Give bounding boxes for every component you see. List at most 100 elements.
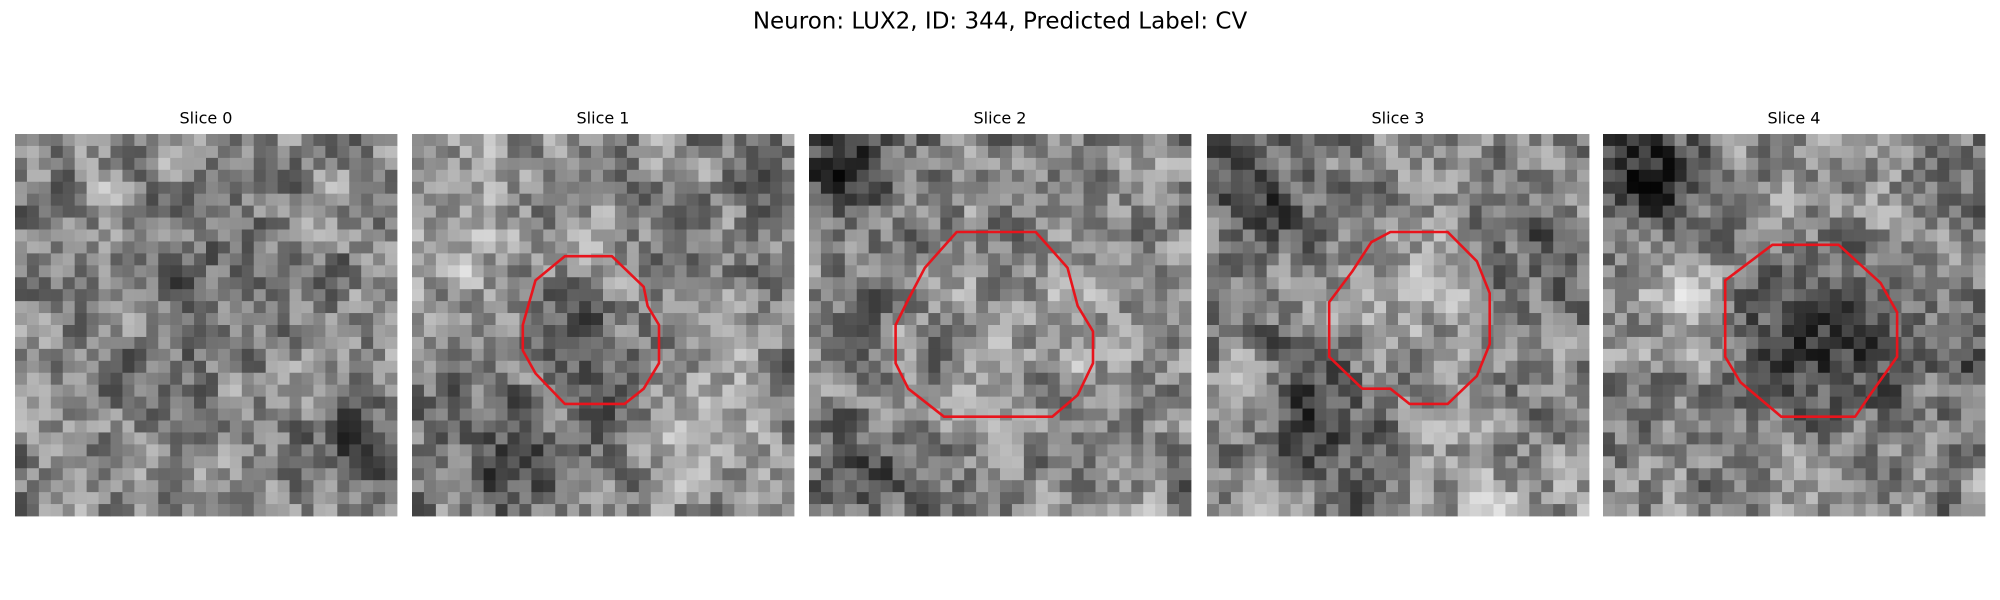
pixel xyxy=(62,169,76,183)
pixel xyxy=(241,372,255,386)
pixel xyxy=(337,277,350,290)
pixel xyxy=(1565,408,1578,421)
pixel xyxy=(591,432,604,445)
pixel xyxy=(194,181,207,195)
pixel xyxy=(1131,504,1144,517)
pixel xyxy=(98,241,111,254)
pixel xyxy=(1505,169,1518,183)
pixel xyxy=(134,432,147,445)
pixel xyxy=(313,289,326,302)
pixel xyxy=(1961,313,1974,326)
pixel xyxy=(1131,205,1144,218)
pixel xyxy=(976,325,989,338)
pixel xyxy=(770,348,783,362)
pixel xyxy=(1207,193,1220,207)
pixel xyxy=(1829,456,1843,469)
pixel xyxy=(194,169,207,183)
pixel xyxy=(38,432,52,445)
pixel xyxy=(313,468,326,481)
pixel xyxy=(62,241,76,254)
pixel xyxy=(1746,145,1759,159)
pixel xyxy=(349,396,362,409)
pixel xyxy=(217,229,231,242)
pixel xyxy=(1841,396,1855,409)
pixel xyxy=(217,336,231,350)
pixel xyxy=(964,277,977,290)
pixel xyxy=(782,157,795,171)
pixel xyxy=(170,229,183,242)
pixel xyxy=(385,468,398,481)
pixel xyxy=(74,277,88,290)
pixel xyxy=(782,420,795,433)
pixel xyxy=(301,420,314,433)
pixel xyxy=(1734,145,1747,159)
pixel xyxy=(1686,420,1699,433)
pixel xyxy=(1179,277,1192,290)
pixel xyxy=(638,205,652,218)
pixel xyxy=(122,408,135,421)
pixel xyxy=(809,241,822,254)
pixel xyxy=(1059,289,1073,302)
pixel xyxy=(1541,169,1554,183)
pixel xyxy=(349,205,362,218)
pixel xyxy=(373,265,386,278)
pixel xyxy=(614,301,628,314)
pixel xyxy=(770,277,783,290)
pixel xyxy=(868,277,882,290)
pixel xyxy=(674,504,687,517)
pixel xyxy=(471,420,485,433)
pixel xyxy=(1481,480,1494,493)
pixel xyxy=(579,456,592,469)
pixel xyxy=(579,336,592,350)
pixel xyxy=(1386,157,1399,171)
pixel xyxy=(892,277,905,290)
pixel xyxy=(567,313,580,326)
pixel xyxy=(782,241,795,254)
pixel xyxy=(567,468,580,481)
pixel xyxy=(158,145,171,159)
pixel xyxy=(1493,492,1506,505)
pixel xyxy=(158,480,171,493)
pixel xyxy=(1782,372,1795,386)
pixel xyxy=(1577,384,1590,398)
pixel xyxy=(361,444,374,457)
pixel xyxy=(1877,205,1890,218)
pixel xyxy=(325,313,338,326)
pixel xyxy=(1746,348,1759,362)
pixel xyxy=(385,444,398,457)
pixel xyxy=(194,325,207,338)
pixel xyxy=(1698,229,1711,242)
pixel xyxy=(1877,169,1890,183)
pixel xyxy=(1071,336,1084,350)
pixel xyxy=(435,265,449,278)
pixel xyxy=(182,492,195,505)
pixel xyxy=(1011,372,1025,386)
pixel xyxy=(412,313,425,326)
pixel xyxy=(591,265,604,278)
pixel xyxy=(1059,193,1073,207)
pixel xyxy=(289,468,302,481)
pixel xyxy=(916,432,929,445)
pixel xyxy=(809,396,822,409)
pixel xyxy=(15,301,28,314)
pixel xyxy=(686,277,699,290)
pixel xyxy=(1638,193,1652,207)
pixel xyxy=(1937,432,1950,445)
pixel xyxy=(1626,432,1640,445)
pixel xyxy=(746,181,759,195)
pixel xyxy=(241,313,255,326)
pixel xyxy=(1577,420,1590,433)
pixel xyxy=(758,348,771,362)
pixel xyxy=(1179,265,1192,278)
pixel xyxy=(1266,205,1280,218)
pixel xyxy=(746,325,759,338)
pixel xyxy=(74,289,88,302)
pixel xyxy=(495,408,508,421)
pixel xyxy=(158,253,171,266)
pixel xyxy=(1374,289,1387,302)
pixel xyxy=(495,348,508,362)
pixel xyxy=(1000,468,1013,481)
pixel xyxy=(591,420,604,433)
pixel xyxy=(253,277,267,290)
pixel xyxy=(1493,253,1506,266)
